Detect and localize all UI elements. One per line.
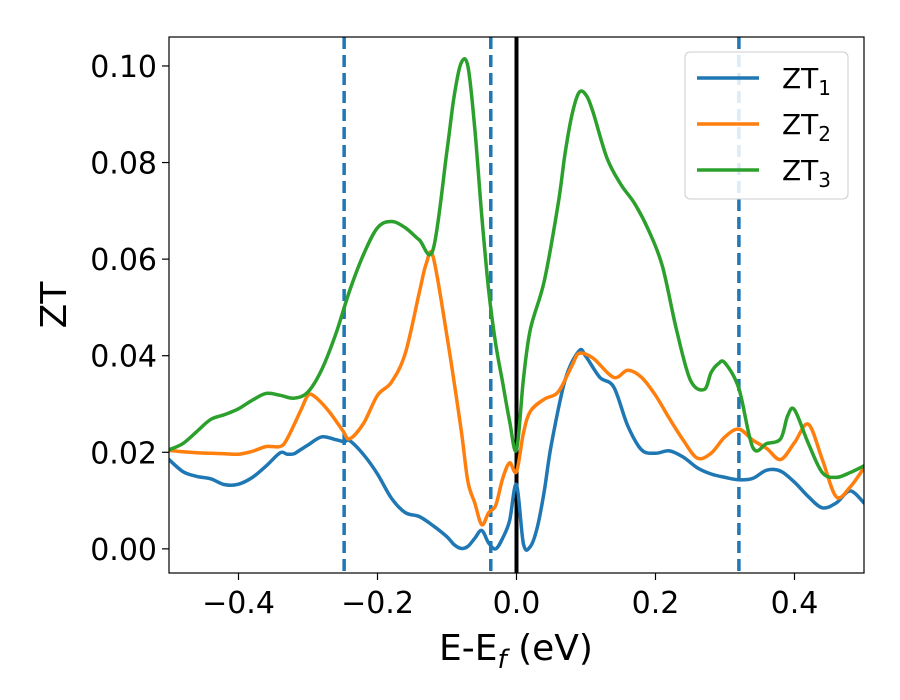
series-line-zt1 [169,347,864,552]
legend: ZT1 ZT2 ZT3 [684,51,849,200]
x-tick-label: 0.2 [632,586,680,621]
y-tick-label: 0.08 [90,147,157,182]
legend-label-zt1: ZT1 [782,62,831,100]
y-tick-label: 0.04 [90,340,157,375]
y-tick-label: 0.02 [90,436,157,471]
x-tick-label: −0.2 [341,586,414,621]
x-tick-label: 0.0 [493,586,541,621]
x-axis-ticks: −0.4 −0.2 0.0 0.2 0.4 [202,573,818,621]
vertical-reference-lines [342,37,741,573]
x-tick-label: −0.4 [202,586,275,621]
series-line-zt2 [169,250,864,527]
y-tick-label: 0.00 [90,533,157,568]
legend-label-zt3: ZT3 [782,154,831,192]
x-axis-label: E-Ef (eV) [439,628,593,675]
y-axis-label: ZT [34,281,75,329]
y-tick-label: 0.06 [90,243,157,278]
legend-box [684,51,849,200]
y-tick-label: 0.10 [90,50,157,85]
series-lines [169,56,864,552]
series-line-zt3 [169,56,864,480]
y-axis-ticks: 0.00 0.02 0.04 0.06 0.08 0.10 [90,50,169,568]
x-tick-label: 0.4 [771,586,819,621]
legend-label-zt2: ZT2 [782,108,831,146]
